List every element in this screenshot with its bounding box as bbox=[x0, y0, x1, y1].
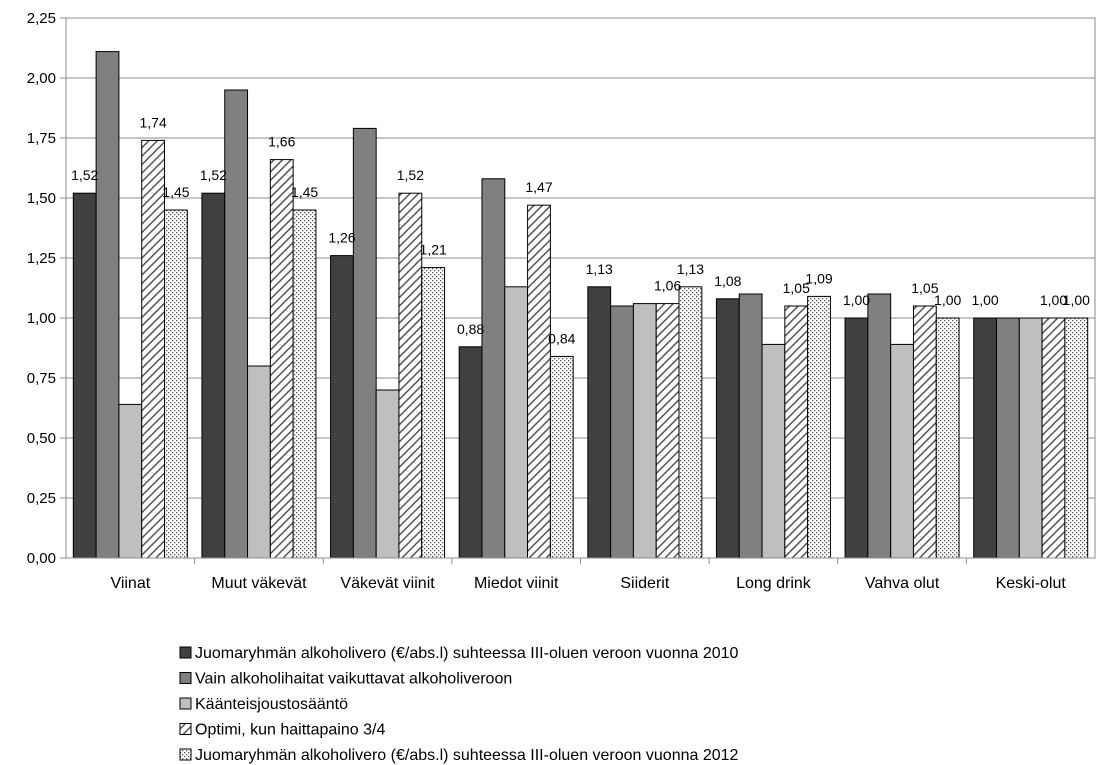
bar-series-1 bbox=[201, 192, 226, 559]
bar-series-4 bbox=[912, 305, 937, 559]
data-label: 0,88 bbox=[457, 321, 484, 337]
bar-series-3 bbox=[118, 403, 143, 559]
legend-swatch-4 bbox=[179, 723, 192, 735]
data-label: 1,74 bbox=[139, 114, 166, 130]
bar-series-3 bbox=[247, 365, 271, 559]
bar-series-2 bbox=[224, 89, 249, 559]
bar-series-3 bbox=[1018, 317, 1043, 559]
bar-series-1 bbox=[973, 317, 997, 559]
bar-series-2 bbox=[352, 127, 377, 559]
bar-series-5 bbox=[678, 286, 703, 559]
y-tick-label: 2,00 bbox=[27, 70, 56, 87]
bar-series-2 bbox=[995, 317, 1020, 559]
legend-swatch-2 bbox=[179, 672, 192, 684]
y-tick-label: 0,00 bbox=[27, 550, 56, 567]
bar-series-5 bbox=[1064, 317, 1089, 559]
bar-series-3 bbox=[761, 343, 786, 559]
bar-series-5 bbox=[807, 295, 831, 559]
bar-series-3 bbox=[504, 286, 529, 559]
data-label: 1,52 bbox=[200, 167, 227, 183]
legend-entry-5: Juomaryhmän alkoholivero (€/abs.l) suhte… bbox=[195, 747, 739, 764]
bar-series-2 bbox=[738, 293, 763, 559]
data-label: 1,00 bbox=[1063, 292, 1090, 308]
x-category-label: Väkevät viinit bbox=[340, 575, 435, 592]
bar-series-4 bbox=[784, 305, 809, 559]
y-tick-label: 0,25 bbox=[27, 490, 56, 507]
bar-series-5 bbox=[549, 355, 574, 559]
data-label: 1,52 bbox=[397, 167, 424, 183]
bar-series-4 bbox=[141, 139, 166, 559]
bar-series-3 bbox=[375, 389, 400, 559]
legend: Juomaryhmän alkoholivero (€/abs.l) suhte… bbox=[179, 645, 739, 764]
bar-series-1 bbox=[330, 255, 354, 559]
bar-series-1 bbox=[587, 286, 612, 559]
data-label: 1,45 bbox=[291, 184, 318, 200]
data-label: 1,13 bbox=[586, 261, 613, 277]
bar-series-2 bbox=[867, 293, 892, 559]
data-label: 1,09 bbox=[805, 270, 832, 286]
y-tick-label: 0,50 bbox=[27, 430, 56, 447]
y-tick-label: 1,25 bbox=[27, 250, 56, 267]
bar-series-4 bbox=[269, 159, 294, 559]
y-tick-label: 0,75 bbox=[27, 370, 56, 387]
data-label: 1,08 bbox=[714, 273, 741, 289]
x-category-label: Keski-olut bbox=[996, 575, 1067, 592]
bar-series-5 bbox=[421, 267, 446, 559]
data-label: 1,06 bbox=[654, 278, 681, 294]
data-label: 1,47 bbox=[525, 179, 552, 195]
data-label: 1,00 bbox=[843, 292, 870, 308]
data-labels: 1,52 1,74 1,45 1,52 1,66 1,45 1,26 1,52 1,21 0,88… bbox=[71, 114, 1090, 346]
data-label: 1,45 bbox=[162, 184, 189, 200]
x-category-label: Vahva olut bbox=[865, 575, 940, 592]
y-tick-label: 2,25 bbox=[27, 10, 56, 27]
bar-series-1 bbox=[458, 346, 483, 559]
bars bbox=[72, 51, 1089, 559]
bar-series-2 bbox=[95, 51, 120, 559]
legend-swatch-5 bbox=[179, 748, 192, 761]
y-tick-label: 1,50 bbox=[27, 190, 56, 207]
data-label: 1,05 bbox=[911, 280, 938, 296]
data-label: 1,52 bbox=[71, 167, 98, 183]
bar-series-5 bbox=[164, 209, 188, 559]
y-tick-label: 1,00 bbox=[27, 310, 56, 327]
x-category-label: Long drink bbox=[736, 575, 812, 592]
bar-series-2 bbox=[481, 178, 506, 559]
x-category-label: Miedot viinit bbox=[474, 575, 559, 592]
legend-swatch-3 bbox=[179, 697, 192, 710]
bar-series-3 bbox=[890, 343, 914, 559]
data-label: 1,05 bbox=[783, 280, 810, 296]
axes: 0,00 0,25 0,50 0,75 1,00 1,25 1,50 1,75 2,00 2,25… bbox=[27, 10, 1095, 592]
data-label: 1,00 bbox=[1040, 292, 1067, 308]
bar-series-3 bbox=[632, 303, 657, 559]
bar-series-4 bbox=[398, 192, 423, 559]
bar-series-2 bbox=[610, 305, 634, 559]
bar-series-1 bbox=[715, 298, 740, 559]
legend-entry-3: Käänteisjoustosääntö bbox=[195, 696, 348, 713]
legend-entry-1: Juomaryhmän alkoholivero (€/abs.l) suhte… bbox=[195, 645, 739, 662]
x-category-label: Viinat bbox=[110, 575, 150, 592]
bar-series-5 bbox=[935, 317, 960, 559]
data-label: 1,66 bbox=[268, 134, 295, 150]
y-tick-label: 1,75 bbox=[27, 130, 56, 147]
bar-series-4 bbox=[1041, 317, 1066, 559]
data-label: 1,26 bbox=[328, 230, 355, 246]
data-label: 0,84 bbox=[548, 330, 575, 346]
bar-series-4 bbox=[655, 303, 680, 559]
x-category-label: Muut väkevät bbox=[211, 575, 307, 592]
bar-series-1 bbox=[844, 317, 869, 559]
data-label: 1,13 bbox=[677, 261, 704, 277]
x-category-label: Siiderit bbox=[620, 575, 669, 592]
bar-series-1 bbox=[72, 192, 97, 559]
legend-entry-2: Vain alkoholihaitat vaikuttavat alkoholi… bbox=[195, 671, 512, 688]
legend-swatch-1 bbox=[179, 646, 192, 659]
bar-series-5 bbox=[292, 209, 317, 559]
data-label: 1,00 bbox=[934, 292, 961, 308]
data-label: 1,00 bbox=[971, 292, 998, 308]
bar-series-4 bbox=[527, 204, 551, 559]
legend-entry-4: Optimi, kun haittapaino 3/4 bbox=[195, 722, 385, 739]
data-label: 1,21 bbox=[420, 242, 447, 258]
